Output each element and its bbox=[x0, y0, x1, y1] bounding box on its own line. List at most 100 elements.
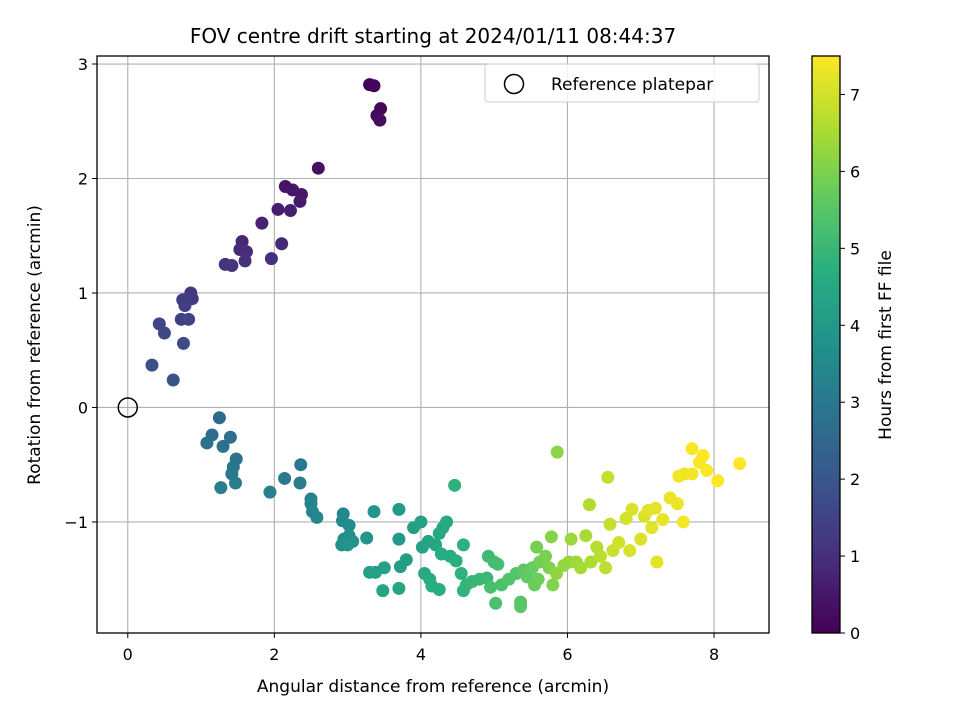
x-tick-label: 0 bbox=[123, 645, 133, 664]
data-point bbox=[223, 430, 237, 444]
data-point bbox=[376, 584, 390, 598]
y-axis-title: Rotation from reference (arcmin) bbox=[25, 205, 45, 485]
data-point bbox=[176, 336, 190, 350]
data-point bbox=[656, 513, 670, 527]
data-point bbox=[564, 532, 578, 546]
data-point bbox=[514, 600, 528, 614]
data-point bbox=[625, 502, 639, 516]
x-axis-ticks: 0 2 4 6 8 bbox=[123, 633, 719, 664]
colorbar-ticks: 0 1 2 3 4 5 6 7 bbox=[840, 85, 860, 643]
data-point bbox=[229, 476, 243, 490]
data-points bbox=[145, 78, 747, 614]
data-point bbox=[700, 463, 714, 477]
colorbar-gradient bbox=[811, 55, 841, 634]
data-point bbox=[310, 510, 324, 524]
data-point bbox=[377, 561, 391, 575]
data-point bbox=[293, 476, 307, 490]
data-point bbox=[584, 555, 598, 569]
legend-label: Reference platepar bbox=[551, 75, 713, 95]
data-point bbox=[311, 161, 325, 175]
data-point bbox=[166, 373, 180, 387]
data-point bbox=[530, 540, 544, 554]
data-point bbox=[623, 544, 637, 558]
data-point bbox=[601, 470, 615, 484]
data-point bbox=[603, 517, 617, 531]
data-point bbox=[531, 572, 545, 586]
data-point bbox=[263, 485, 277, 499]
data-point bbox=[238, 254, 252, 268]
colorbar-tick-label: 1 bbox=[850, 547, 860, 566]
data-point bbox=[392, 502, 406, 516]
x-tick-label: 6 bbox=[562, 645, 572, 664]
data-point bbox=[612, 536, 626, 550]
data-point bbox=[440, 515, 454, 529]
data-point bbox=[367, 505, 381, 519]
colorbar-tick-label: 5 bbox=[850, 239, 860, 258]
data-point bbox=[225, 259, 239, 273]
data-point bbox=[456, 538, 470, 552]
x-tick-label: 4 bbox=[416, 645, 426, 664]
data-point bbox=[360, 531, 374, 545]
data-point bbox=[448, 478, 462, 492]
colorbar-title: Hours from first FF file bbox=[876, 250, 896, 440]
data-point bbox=[454, 566, 468, 580]
data-point bbox=[484, 580, 498, 594]
data-point bbox=[346, 534, 360, 548]
y-tick-label: 0 bbox=[78, 398, 88, 417]
x-tick-label: 2 bbox=[269, 645, 279, 664]
data-point bbox=[294, 458, 308, 472]
legend: Reference platepar bbox=[484, 63, 760, 103]
legend-reference-icon bbox=[503, 73, 525, 95]
data-point bbox=[367, 79, 381, 93]
data-point bbox=[271, 202, 285, 216]
data-point bbox=[392, 532, 406, 546]
data-point bbox=[283, 204, 297, 218]
data-point bbox=[449, 554, 463, 568]
data-point bbox=[489, 596, 503, 610]
colorbar-tick-label: 6 bbox=[850, 162, 860, 181]
data-point bbox=[550, 445, 564, 459]
plot-frame bbox=[96, 55, 770, 634]
data-point bbox=[182, 312, 196, 326]
data-point bbox=[685, 467, 699, 481]
data-point bbox=[733, 457, 747, 471]
colorbar-tick-label: 2 bbox=[850, 470, 860, 489]
data-point bbox=[392, 581, 406, 595]
data-point bbox=[214, 481, 228, 495]
data-point bbox=[342, 518, 356, 532]
reference-marker bbox=[117, 397, 139, 418]
data-point bbox=[212, 411, 226, 425]
data-point bbox=[432, 582, 446, 596]
data-point bbox=[711, 474, 725, 488]
data-point bbox=[293, 194, 307, 208]
data-point bbox=[157, 326, 171, 340]
data-point bbox=[696, 449, 710, 463]
colorbar-tick-label: 0 bbox=[850, 624, 860, 643]
data-point bbox=[278, 471, 292, 485]
data-point bbox=[255, 216, 269, 230]
x-tick-label: 8 bbox=[709, 645, 719, 664]
y-tick-label: 1 bbox=[78, 284, 88, 303]
data-point bbox=[538, 549, 552, 563]
data-point bbox=[593, 549, 607, 563]
data-point bbox=[685, 442, 699, 456]
colorbar-tick-label: 7 bbox=[850, 85, 860, 104]
data-point bbox=[178, 299, 192, 313]
data-point bbox=[648, 501, 662, 515]
data-point bbox=[544, 530, 558, 544]
data-point bbox=[599, 561, 613, 575]
y-tick-label: 2 bbox=[78, 169, 88, 188]
data-point bbox=[491, 557, 505, 571]
data-point bbox=[582, 498, 596, 512]
data-point bbox=[676, 515, 690, 529]
y-axis-ticks: −1 0 1 2 3 bbox=[64, 55, 97, 532]
data-point bbox=[373, 113, 387, 127]
colorbar: 0 1 2 3 4 5 6 7 Hours from first FF file bbox=[811, 55, 896, 643]
data-point bbox=[393, 560, 407, 574]
data-point bbox=[145, 358, 159, 372]
data-point bbox=[264, 252, 278, 266]
colorbar-tick-label: 4 bbox=[850, 316, 860, 335]
colorbar-tick-label: 3 bbox=[850, 393, 860, 412]
